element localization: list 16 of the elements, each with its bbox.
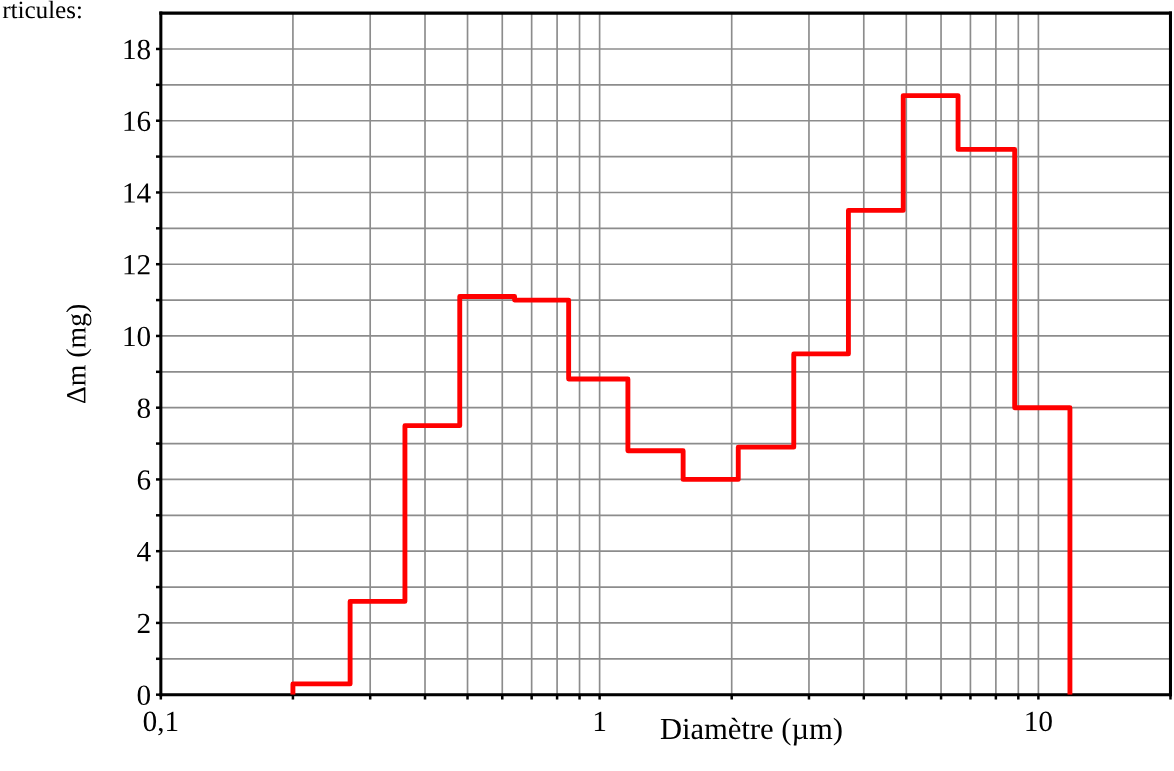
y-tick-label: 4 [137, 542, 151, 562]
y-tick-label: 6 [137, 470, 151, 490]
y-axis-title: Δm (mg) [66, 304, 92, 404]
x-tick-label: 0,1 [143, 711, 178, 736]
x-tick-label: 1 [594, 711, 606, 731]
x-tick-label: 10 [1026, 711, 1052, 732]
y-tick-label: 2 [137, 613, 150, 634]
x-axis-title: Diamètre (µm) [660, 717, 842, 746]
y-tick-label: 14 [124, 183, 151, 203]
text: rticules: [2, 0, 81, 19]
y-tick-label: 10 [124, 326, 150, 347]
y-tick-label: 8 [137, 398, 150, 419]
y-tick-label: 12 [124, 255, 150, 275]
y-tick-label: 18 [124, 39, 150, 60]
y-tick-label: 0 [137, 685, 150, 706]
y-tick-label: 16 [124, 111, 151, 132]
